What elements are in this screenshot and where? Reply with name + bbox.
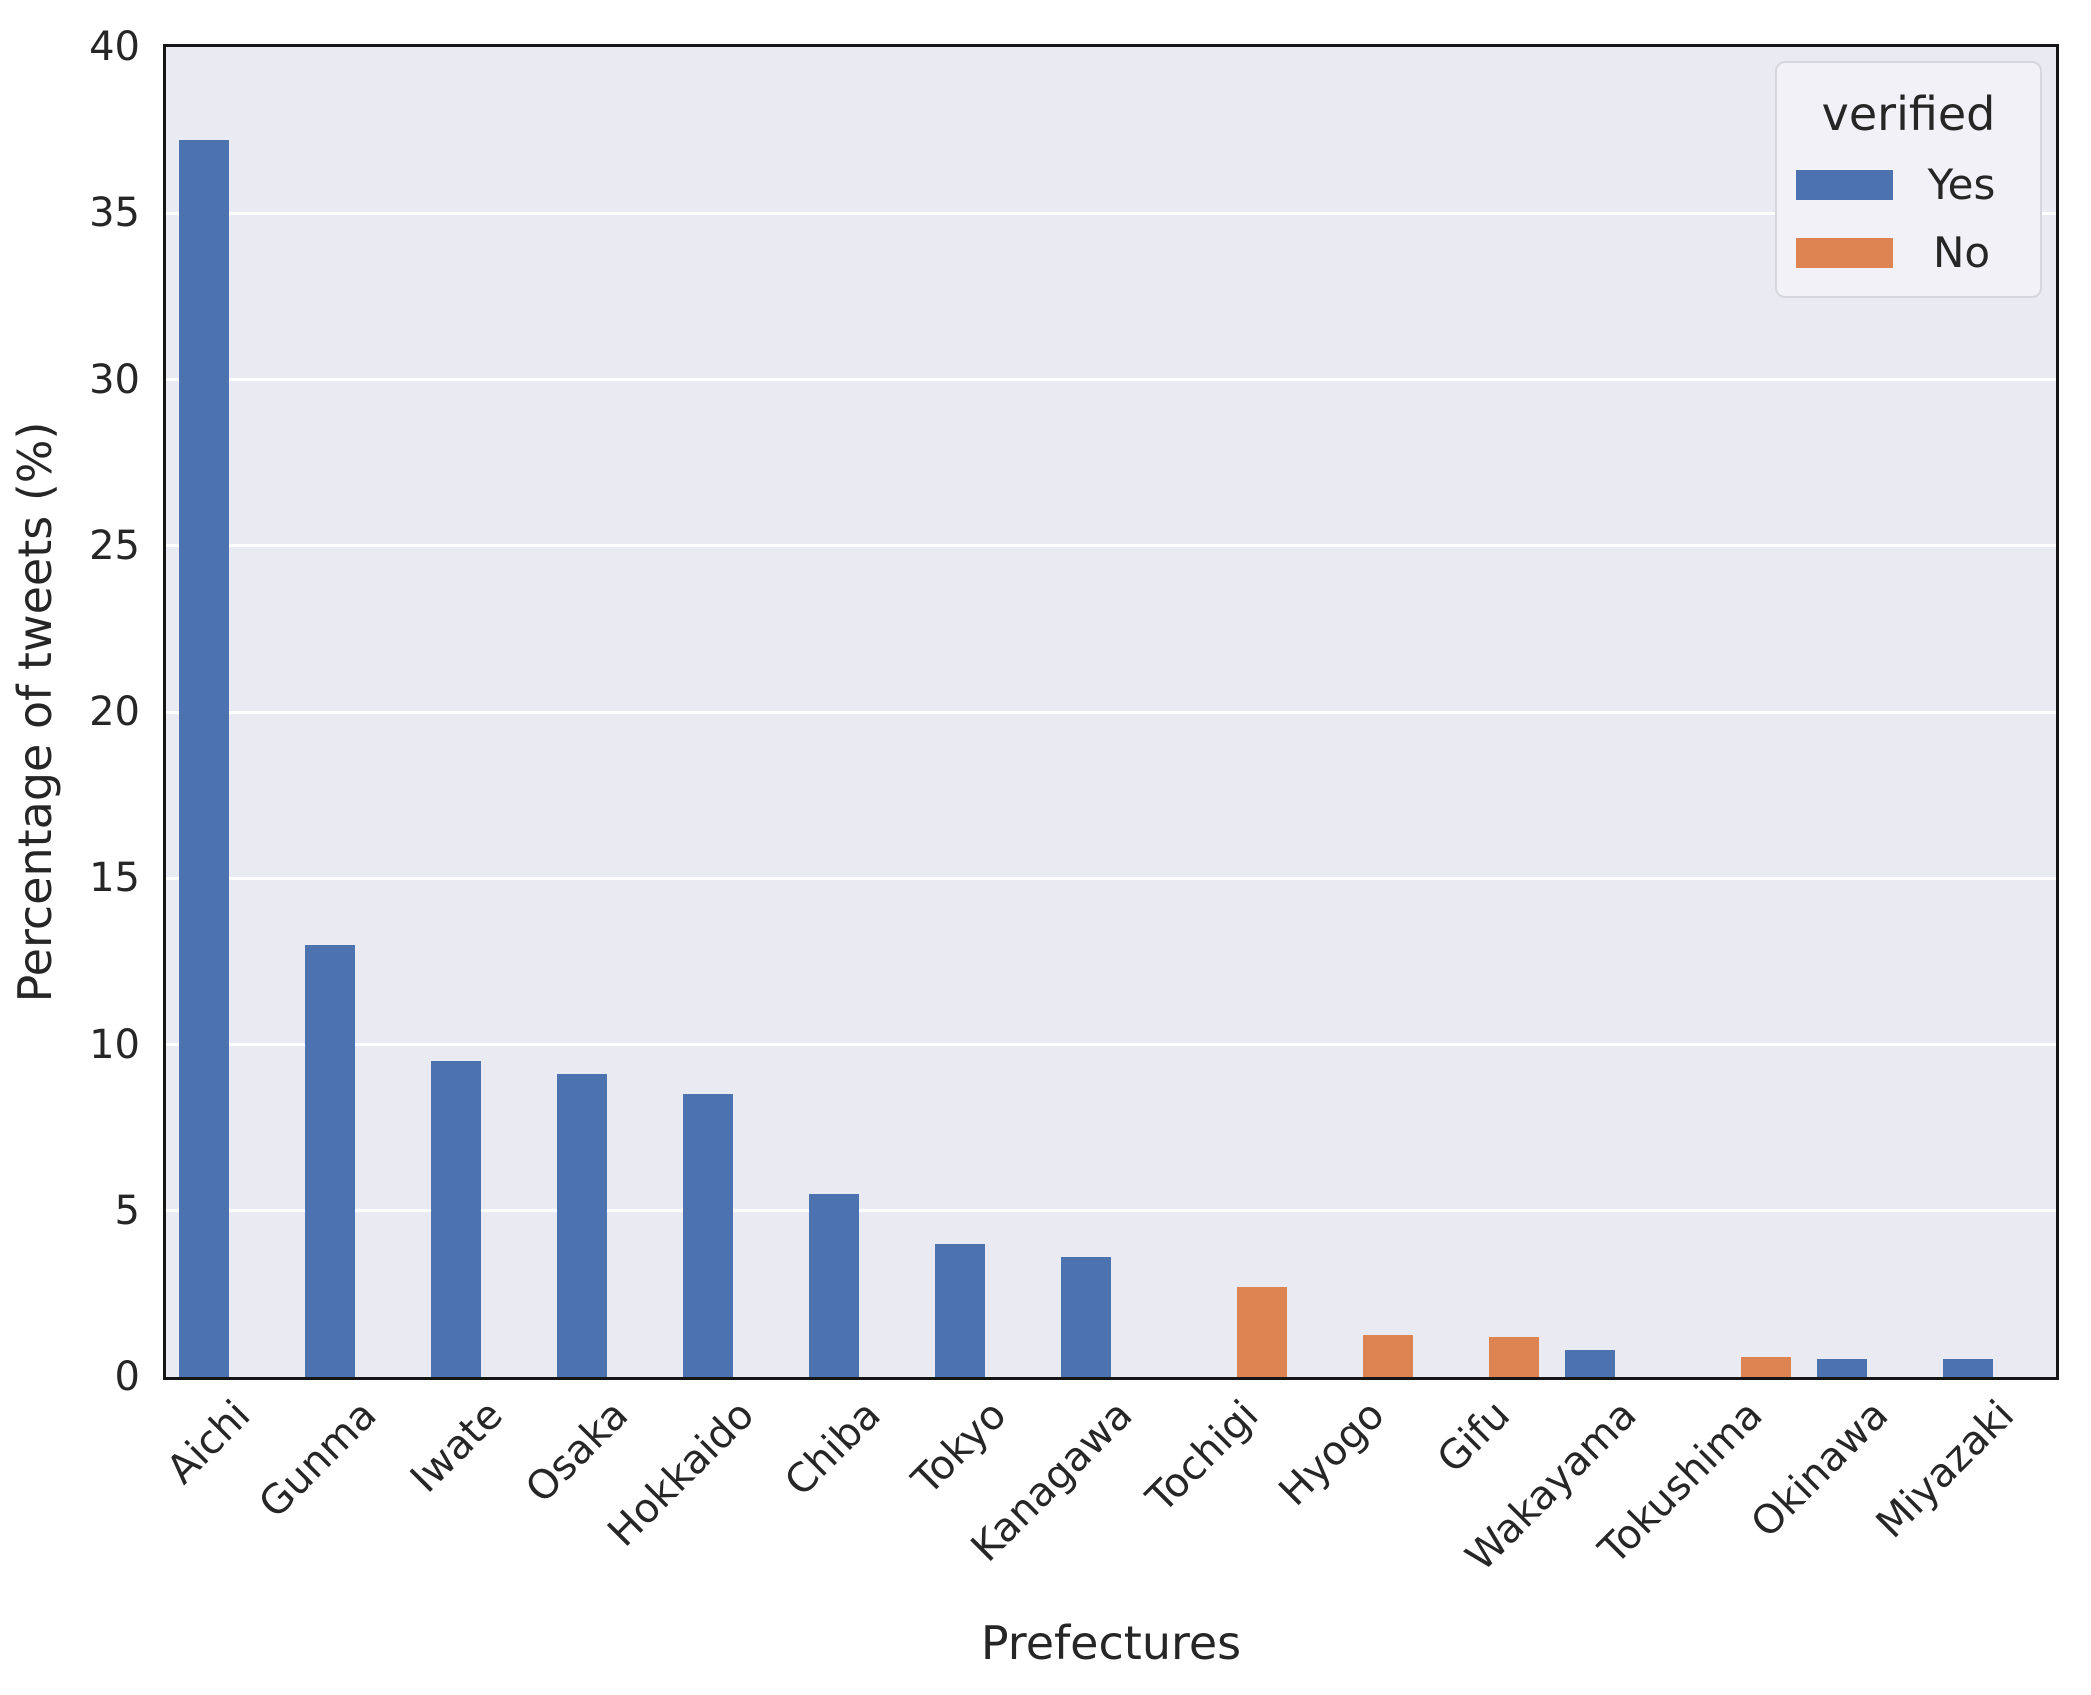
plot-area: verified Yes No bbox=[163, 44, 2059, 1380]
bar-tokushima-no bbox=[1741, 1357, 1791, 1377]
legend: verified Yes No bbox=[1775, 61, 2042, 298]
bar-hokkaido-yes bbox=[683, 1094, 733, 1377]
gridline-15 bbox=[166, 876, 2056, 880]
bar-osaka-yes bbox=[557, 1074, 607, 1377]
legend-swatch-no bbox=[1796, 238, 1893, 268]
gridline-5 bbox=[166, 1209, 2056, 1213]
legend-label-yes: Yes bbox=[1927, 160, 1996, 209]
y-tick-15: 15 bbox=[89, 855, 140, 902]
y-tick-40: 40 bbox=[89, 24, 140, 70]
bar-okinawa-yes bbox=[1817, 1358, 1867, 1377]
legend-label-no: No bbox=[1932, 228, 1991, 277]
gridline-20 bbox=[166, 710, 2056, 714]
x-tick-chiba: Chiba bbox=[776, 1391, 890, 1506]
legend-swatch-yes bbox=[1796, 170, 1893, 200]
bar-gifu-no bbox=[1489, 1337, 1539, 1377]
y-tick-25: 25 bbox=[89, 522, 140, 569]
bar-hyogo-no bbox=[1363, 1335, 1413, 1377]
legend-entry-no: No bbox=[1796, 232, 2030, 274]
bar-iwate-yes bbox=[431, 1061, 481, 1377]
legend-title: verified bbox=[1821, 87, 1996, 141]
gridline-10 bbox=[166, 1043, 2056, 1046]
gridline-25 bbox=[166, 544, 2056, 548]
bar-miyazaki-yes bbox=[1943, 1358, 1993, 1377]
bar-aichi-yes bbox=[179, 140, 229, 1377]
y-tick-5: 5 bbox=[114, 1187, 140, 1234]
x-tick-osaka: Osaka bbox=[517, 1391, 638, 1512]
legend-entry-yes: Yes bbox=[1796, 164, 2030, 206]
y-tick-35: 35 bbox=[89, 190, 140, 237]
x-tick-miyazaki: Miyazaki bbox=[1868, 1391, 2024, 1548]
x-axis-title: Prefectures bbox=[980, 1616, 1242, 1670]
x-tick-aichi: Aichi bbox=[158, 1391, 260, 1493]
x-tick-tokyo: Tokyo bbox=[903, 1391, 1016, 1504]
x-tick-okinawa: Okinawa bbox=[1742, 1391, 1898, 1547]
bar-kanagawa-yes bbox=[1061, 1257, 1111, 1377]
bar-tochigi-no bbox=[1237, 1287, 1287, 1377]
bar-gunma-yes bbox=[305, 944, 355, 1377]
bar-chiba-yes bbox=[809, 1194, 859, 1377]
bar-wakayama-yes bbox=[1565, 1350, 1615, 1377]
x-tick-gunma: Gunma bbox=[250, 1391, 386, 1528]
y-tick-10: 10 bbox=[89, 1021, 140, 1068]
bar-tokyo-yes bbox=[935, 1244, 985, 1377]
x-tick-iwate: Iwate bbox=[401, 1391, 512, 1502]
x-tick-gifu: Gifu bbox=[1429, 1391, 1520, 1483]
y-tick-20: 20 bbox=[89, 689, 140, 735]
y-tick-30: 30 bbox=[89, 356, 140, 403]
gridline-30 bbox=[166, 378, 2056, 381]
x-tick-tochigi: Tochigi bbox=[1137, 1391, 1268, 1522]
gridline-35 bbox=[166, 211, 2056, 215]
y-tick-0: 0 bbox=[114, 1354, 140, 1400]
x-tick-hyogo: Hyogo bbox=[1270, 1391, 1394, 1515]
